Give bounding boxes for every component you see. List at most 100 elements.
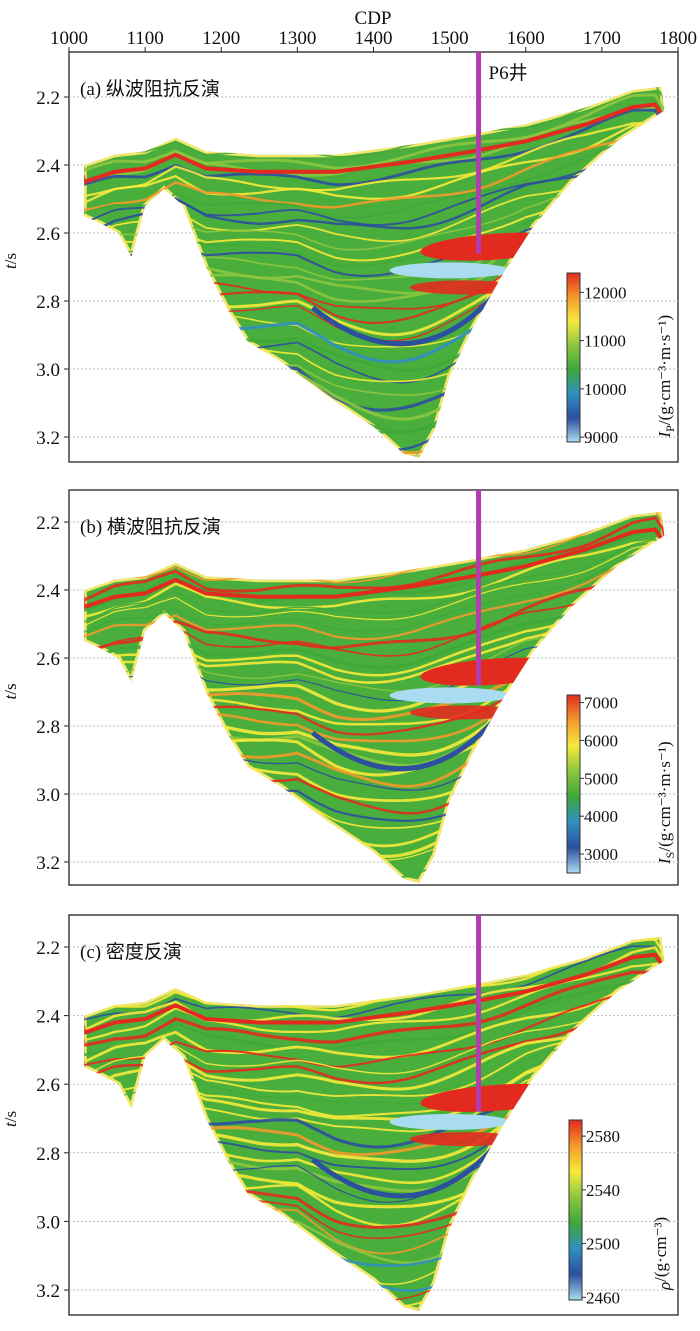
colorbar-unit: /(g·cm⁻³·m·s⁻¹): [655, 741, 674, 851]
y-tick-label: 2.8: [36, 1144, 60, 1165]
reflector-band: [84, 538, 665, 619]
y-axis-unit: /s: [1, 1111, 20, 1122]
y-tick-label: 3.0: [36, 785, 60, 806]
y-axis-label: t/s: [1, 683, 20, 699]
colorbar-tick-label: 9000: [584, 428, 618, 447]
y-tick-label: 2.2: [36, 938, 60, 959]
y-tick-label: 2.6: [36, 224, 60, 245]
section-fill: [84, 511, 665, 883]
colorbar-tick-label: 6000: [584, 731, 618, 750]
reflector-band: [84, 93, 665, 173]
y-axis-symbol: t: [1, 694, 20, 700]
reflector-band: [84, 511, 665, 589]
x-tick-label: 1200: [202, 28, 240, 49]
x-tick-label: 1100: [126, 28, 163, 49]
colorbar-tick-label: 2580: [586, 1127, 620, 1146]
panel-title: (c) 密度反演: [80, 941, 182, 963]
reflector-band: [84, 137, 665, 219]
y-tick-label: 2.2: [36, 88, 60, 109]
y-axis-symbol: t: [1, 263, 20, 269]
y-tick-label: 2.8: [36, 717, 60, 738]
colorbar-tick-label: 2500: [586, 1235, 620, 1254]
top-horizon: [84, 952, 665, 1036]
y-tick-label: 2.6: [36, 1075, 60, 1096]
high-impedance-anomaly: [409, 1132, 520, 1147]
y-axis-unit: /s: [1, 683, 20, 694]
reflector-band: [84, 970, 665, 1048]
x-tick-label: 1500: [431, 28, 469, 49]
y-tick-label: 2.6: [36, 649, 60, 670]
reflector-band: [84, 945, 665, 1021]
colorbar-symbol: I: [655, 857, 674, 865]
y-axis-label: t/s: [1, 253, 20, 269]
colorbar-unit: /(g·cm⁻³): [651, 1217, 670, 1282]
y-axis-label: t/s: [1, 1111, 20, 1127]
reflector-band: [84, 120, 665, 198]
well-label: P6井: [489, 62, 528, 84]
colorbar-label: IP/(g·cm⁻³·m·s⁻¹): [655, 315, 677, 439]
y-tick-label: 3.2: [36, 428, 60, 449]
y-axis-symbol: t: [1, 1121, 20, 1127]
reflector-band: [84, 542, 665, 627]
colorbar-tick-label: 11000: [584, 332, 626, 351]
y-tick-label: 3.2: [36, 1281, 60, 1302]
panel-c: 2.2 2.4 2.6 2.8 3.0 3.2 t/s (c) 密度反演 2580 2540 250…: [1, 914, 679, 1316]
panel-title: (a) 纵波阻抗反演: [80, 78, 220, 100]
top-horizon: [84, 102, 665, 185]
colorbar-symbol: ρ: [655, 1282, 674, 1291]
x-axis-label: CDP: [355, 8, 392, 29]
reflector-band: [84, 990, 665, 1068]
colorbar-tick-label: 7000: [584, 694, 618, 713]
colorbar-tick-label: 2540: [586, 1181, 620, 1200]
panel-title: (b) 横波阻抗反演: [80, 516, 221, 538]
panel-b: 2.2 2.4 2.6 2.8 3.0 3.2 t/s (b) 横波阻抗反演 7000 6000 5…: [1, 489, 679, 886]
reflector-band: [84, 135, 665, 212]
y-tick-label: 2.4: [36, 1007, 60, 1028]
low-impedance-band: [311, 1144, 498, 1199]
reflector-band: [84, 574, 665, 653]
low-impedance-band: [311, 292, 498, 347]
colorbar-label: IS/(g·cm⁻³·m·s⁻¹): [655, 741, 677, 865]
low-impedance-anomaly: [389, 1113, 510, 1130]
colorbar-tick-label: 4000: [584, 807, 618, 826]
high-impedance-anomaly: [409, 705, 520, 720]
colorbar: [568, 1119, 583, 1301]
reflector-band: [84, 991, 665, 1077]
colorbar-tick-label: 12000: [584, 283, 627, 302]
colorbar-label: ρ/(g·cm⁻³): [651, 1217, 674, 1291]
y-axis-unit: /s: [1, 253, 20, 264]
y-tick-label: 2.2: [36, 513, 60, 534]
y-tick-label: 3.2: [36, 853, 60, 874]
x-tick-label: 1000: [50, 28, 88, 49]
colorbar: [566, 694, 581, 874]
colorbar-subscript: S: [663, 852, 677, 859]
y-tick-label: 3.0: [36, 360, 60, 381]
x-tick-label: 1600: [507, 28, 545, 49]
reflector-band: [84, 150, 665, 236]
panel-a: 2.2 2.4 2.6 2.8 3.0 3.2 t/s P6井 (a) 纵波阻抗反演 12000 1…: [1, 47, 679, 463]
colorbar-tick-label: 2460: [586, 1288, 620, 1307]
top-horizon: [84, 527, 665, 610]
colorbar: [566, 272, 581, 443]
y-tick-label: 2.4: [36, 156, 60, 177]
colorbar-unit: /(g·cm⁻³·m·s⁻¹): [655, 315, 674, 425]
low-impedance-anomaly: [389, 262, 510, 279]
reflector-band: [84, 538, 665, 624]
colorbar-tick-label: 5000: [584, 769, 618, 788]
reflector-band: [84, 557, 665, 641]
x-tick-label: 1800: [659, 28, 697, 49]
x-tick-label: 1400: [355, 28, 393, 49]
low-impedance-anomaly: [389, 687, 510, 704]
colorbar-subscript: P: [663, 425, 677, 432]
x-tick-label: 1300: [278, 28, 316, 49]
low-impedance-band: [311, 717, 498, 772]
y-tick-label: 2.8: [36, 292, 60, 313]
reflector-band: [84, 551, 665, 634]
y-tick-label: 2.4: [36, 581, 60, 602]
y-tick-label: 3.0: [36, 1212, 60, 1233]
colorbar-symbol: I: [655, 431, 674, 439]
high-impedance-anomaly: [409, 280, 520, 295]
reflector-band: [84, 516, 665, 603]
reflector-band: [84, 977, 665, 1057]
